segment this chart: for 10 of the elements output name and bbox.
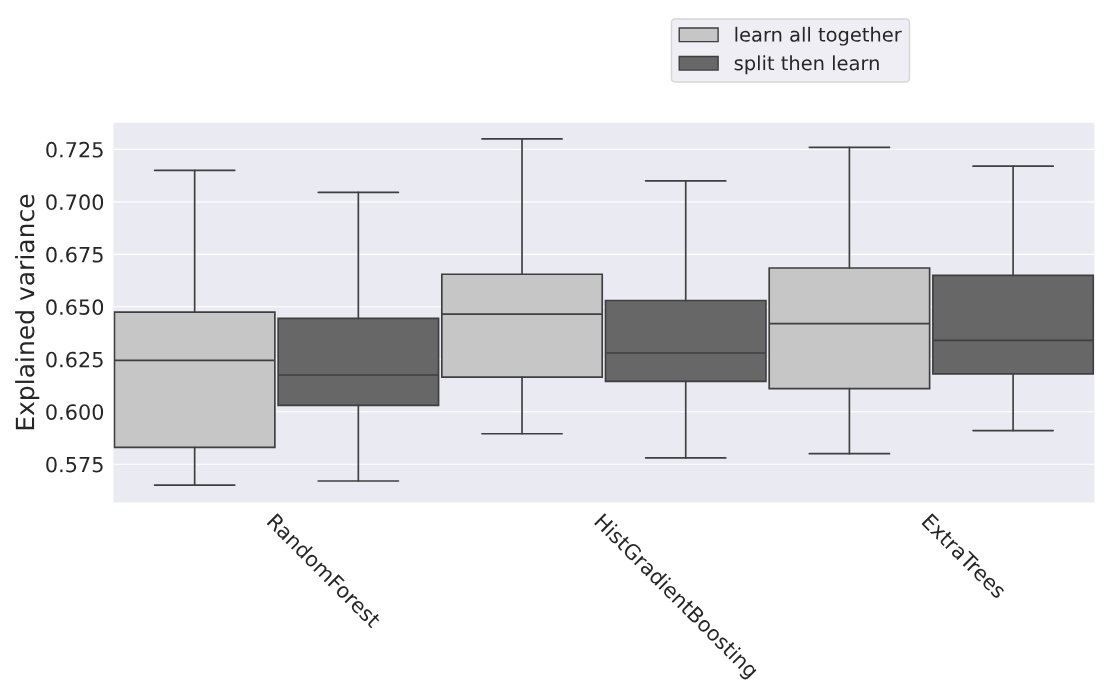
y-tick-label: 0.675 xyxy=(46,246,103,263)
y-tick-label: 0.725 xyxy=(46,141,103,158)
y-tick-label: 0.625 xyxy=(46,351,103,368)
y-axis-title: Explained variance xyxy=(15,194,40,430)
legend-label: split then learn xyxy=(734,55,879,75)
legend-label: learn all together xyxy=(735,26,902,46)
y-tick-label: 0.650 xyxy=(46,299,104,316)
y-tick-label: 0.575 xyxy=(46,456,103,473)
y-tick-label: 0.600 xyxy=(46,404,104,420)
y-tick-label: 0.700 xyxy=(46,194,104,211)
